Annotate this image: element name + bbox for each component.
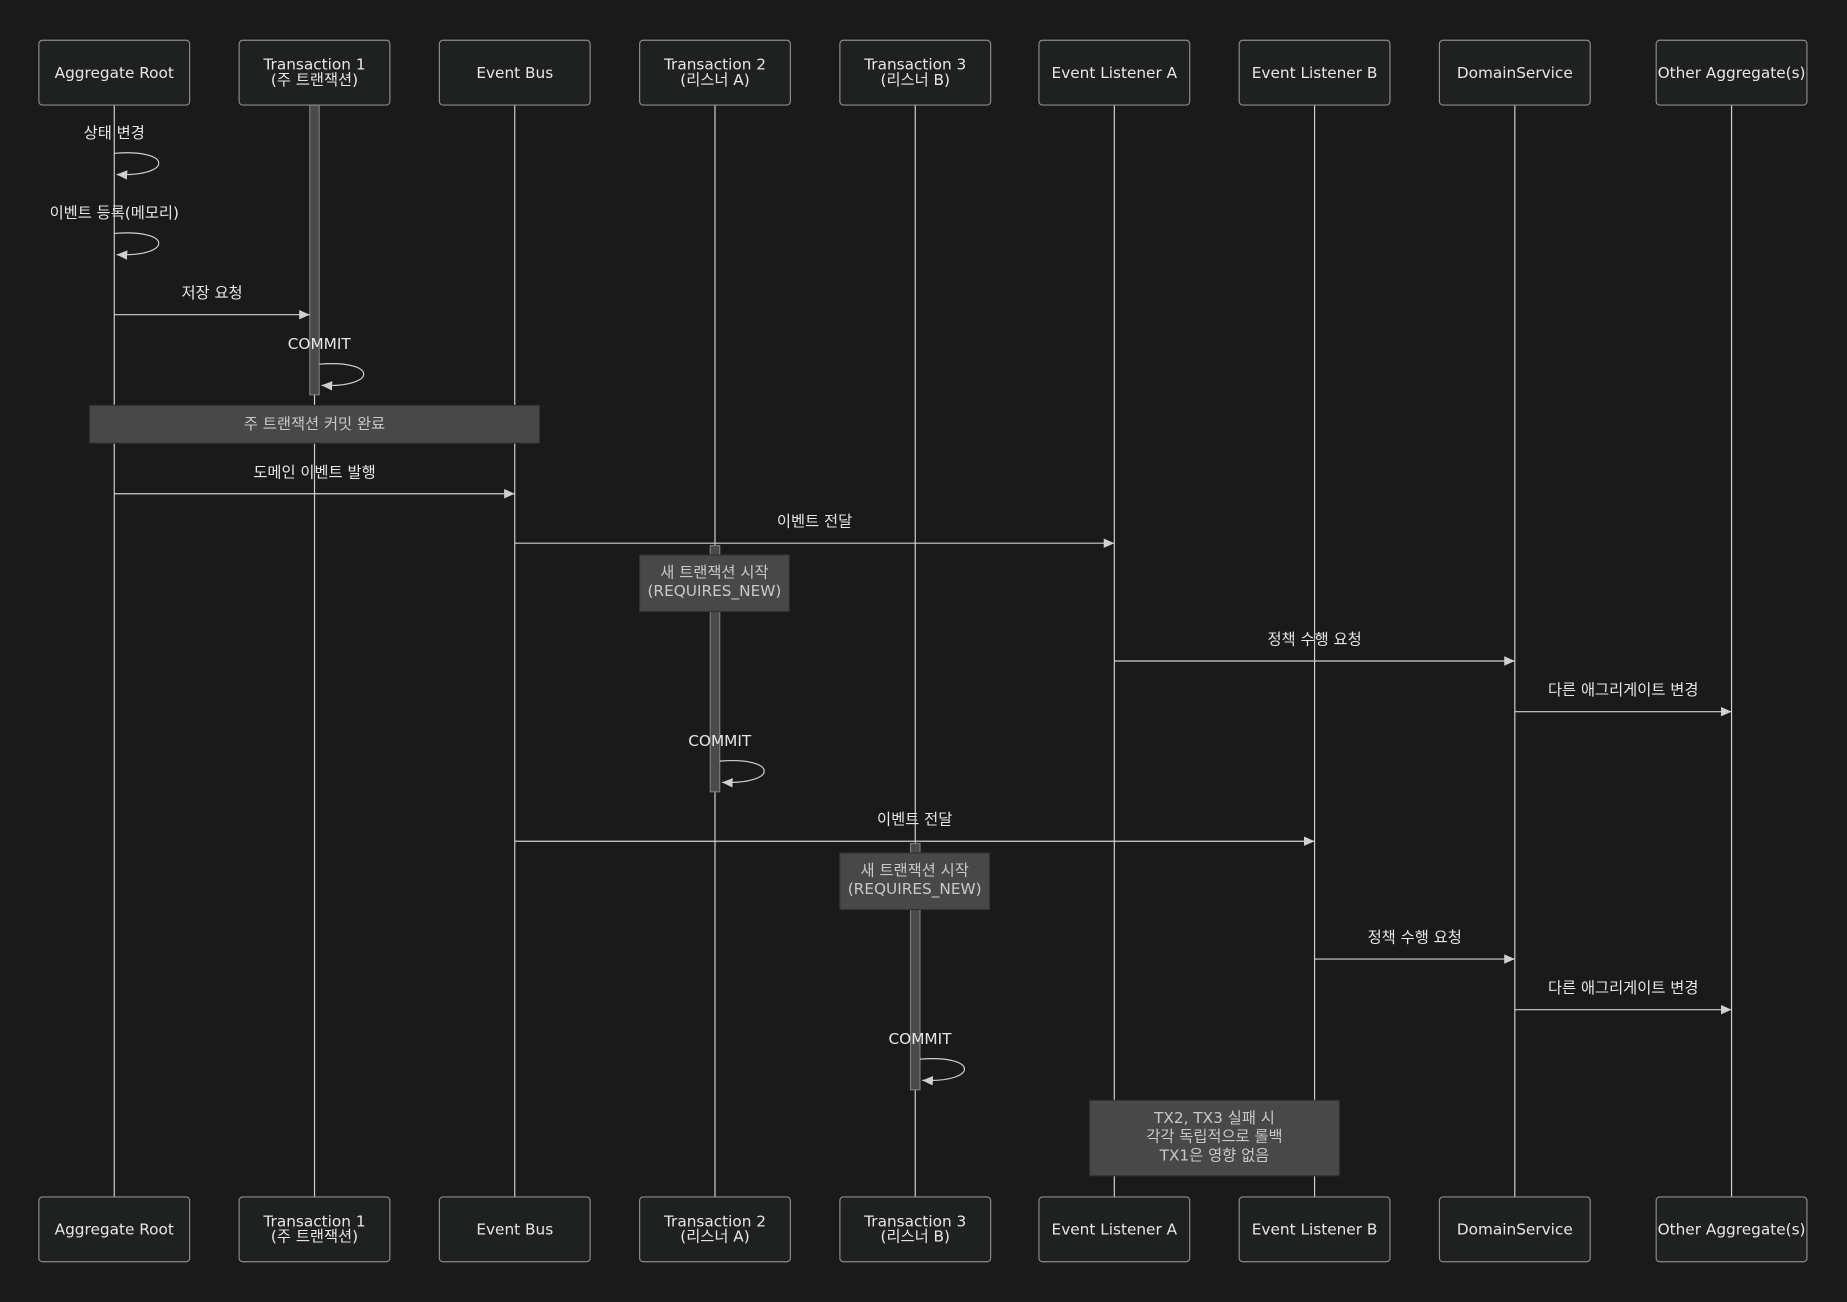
participant-label: Aggregate Root	[55, 1221, 174, 1239]
note-text: TX2, TX3 실패 시	[1153, 1109, 1275, 1127]
participant-box	[1238, 39, 1391, 106]
message-label: 이벤트 전달	[877, 811, 952, 829]
participant-label: Event Listener A	[1052, 1221, 1178, 1239]
participant-box	[1438, 39, 1591, 106]
participant-label: Transaction 1	[262, 1212, 365, 1230]
message-label: COMMIT	[888, 1030, 952, 1048]
participant-label: Transaction 2	[663, 56, 766, 74]
message-label: 도메인 이벤트 발행	[253, 463, 375, 481]
participant-label: (리스너 B)	[880, 71, 950, 89]
note-text: 각각 독립적으로 롤백	[1146, 1128, 1282, 1146]
participant-box	[1038, 39, 1191, 106]
participant-box	[839, 39, 992, 106]
participant-label: Event Bus	[476, 1221, 553, 1239]
participant-ds-top: DomainService	[1438, 39, 1591, 106]
participant-box	[1655, 1196, 1808, 1263]
participant-label: (리스너 B)	[880, 1228, 950, 1246]
note-box	[839, 852, 991, 911]
note-box	[88, 404, 541, 444]
participant-ds-bottom: DomainService	[1438, 1196, 1591, 1263]
participant-box	[1438, 1196, 1591, 1263]
note-text: TX1은 영향 없음	[1159, 1146, 1270, 1164]
participant-la-top: Event Listener A	[1038, 39, 1191, 106]
participant-oa-bottom: Other Aggregate(s)	[1655, 1196, 1808, 1263]
participant-bus-bottom: Event Bus	[438, 1196, 591, 1263]
message-label: 다른 애그리게이트 변경	[1548, 681, 1698, 699]
activation-bar	[909, 843, 921, 1091]
note-text: (REQUIRES_NEW)	[848, 880, 982, 899]
participant-label: (리스너 A)	[680, 1228, 749, 1246]
participant-box	[839, 1196, 992, 1263]
participant-label: Transaction 3	[863, 1212, 966, 1230]
participant-label: Other Aggregate(s)	[1658, 64, 1806, 82]
message-label: 이벤트 등록(메모리)	[50, 204, 179, 222]
participant-label: Event Listener A	[1052, 64, 1178, 82]
participant-tx3-bottom: Transaction 3(리스너 B)	[839, 1196, 992, 1263]
message-label: 정책 수행 요청	[1267, 631, 1361, 649]
participant-box	[438, 39, 591, 106]
participant-label: Aggregate Root	[55, 64, 174, 82]
participant-label: Event Bus	[476, 64, 553, 82]
self-message-arrow	[319, 363, 365, 391]
participant-label: Transaction 3	[863, 56, 966, 74]
participant-ar-top: Aggregate Root	[38, 39, 191, 106]
participant-tx1-top: Transaction 1(주 트랜잭션)	[238, 39, 391, 106]
participant-tx2-bottom: Transaction 2(리스너 A)	[639, 1196, 791, 1263]
message-label: 다른 애그리게이트 변경	[1548, 979, 1698, 997]
self-message-arrow	[719, 760, 765, 788]
participant-box	[639, 39, 791, 106]
note-box	[1088, 1099, 1340, 1177]
participant-label: Transaction 1	[262, 56, 365, 74]
participant-ar-bottom: Aggregate Root	[38, 1196, 191, 1263]
participant-bus-top: Event Bus	[438, 39, 591, 106]
participant-label: Other Aggregate(s)	[1658, 1221, 1806, 1239]
participant-label: Transaction 2	[663, 1212, 766, 1230]
participant-lb-top: Event Listener B	[1238, 39, 1391, 106]
message-label: 상태 변경	[84, 124, 145, 142]
message-label: COMMIT	[288, 335, 352, 353]
activation-bar	[709, 544, 721, 793]
participant-label: DomainService	[1457, 64, 1573, 82]
message-label: 저장 요청	[181, 284, 242, 302]
note-box	[639, 554, 790, 613]
participant-tx3-top: Transaction 3(리스너 B)	[839, 39, 992, 106]
participant-label: DomainService	[1457, 1221, 1573, 1239]
note-text: 새 트랜잭션 시작	[861, 861, 969, 879]
participant-lb-bottom: Event Listener B	[1238, 1196, 1391, 1263]
participant-oa-top: Other Aggregate(s)	[1655, 39, 1808, 106]
participant-box	[1038, 1196, 1191, 1263]
note-text: 주 트랜잭션 커밋 완료	[244, 415, 385, 433]
participant-label: (주 트랜잭션)	[271, 1228, 358, 1246]
participant-box	[639, 1196, 791, 1263]
participant-tx1-bottom: Transaction 1(주 트랜잭션)	[238, 1196, 391, 1263]
note-text: (REQUIRES_NEW)	[647, 582, 781, 601]
participant-label: (리스너 A)	[680, 71, 749, 89]
participant-label: Event Listener B	[1252, 1221, 1378, 1239]
participant-box	[38, 39, 191, 106]
participant-tx2-top: Transaction 2(리스너 A)	[639, 39, 791, 106]
self-message-arrow	[114, 232, 160, 260]
self-message-arrow	[114, 152, 160, 180]
participant-box	[238, 1196, 391, 1263]
message-label: 정책 수행 요청	[1368, 929, 1462, 947]
participant-box	[438, 1196, 591, 1263]
note-text: 새 트랜잭션 시작	[660, 563, 768, 581]
message-label: COMMIT	[688, 732, 752, 750]
participant-label: Event Listener B	[1252, 64, 1378, 82]
message-label: 이벤트 전달	[777, 513, 852, 531]
participant-box	[1238, 1196, 1391, 1263]
self-message-arrow	[919, 1058, 966, 1086]
participant-label: (주 트랜잭션)	[271, 71, 358, 89]
participant-la-bottom: Event Listener A	[1038, 1196, 1191, 1263]
participant-box	[1655, 39, 1808, 106]
participant-box	[238, 39, 391, 106]
participant-box	[38, 1196, 191, 1263]
